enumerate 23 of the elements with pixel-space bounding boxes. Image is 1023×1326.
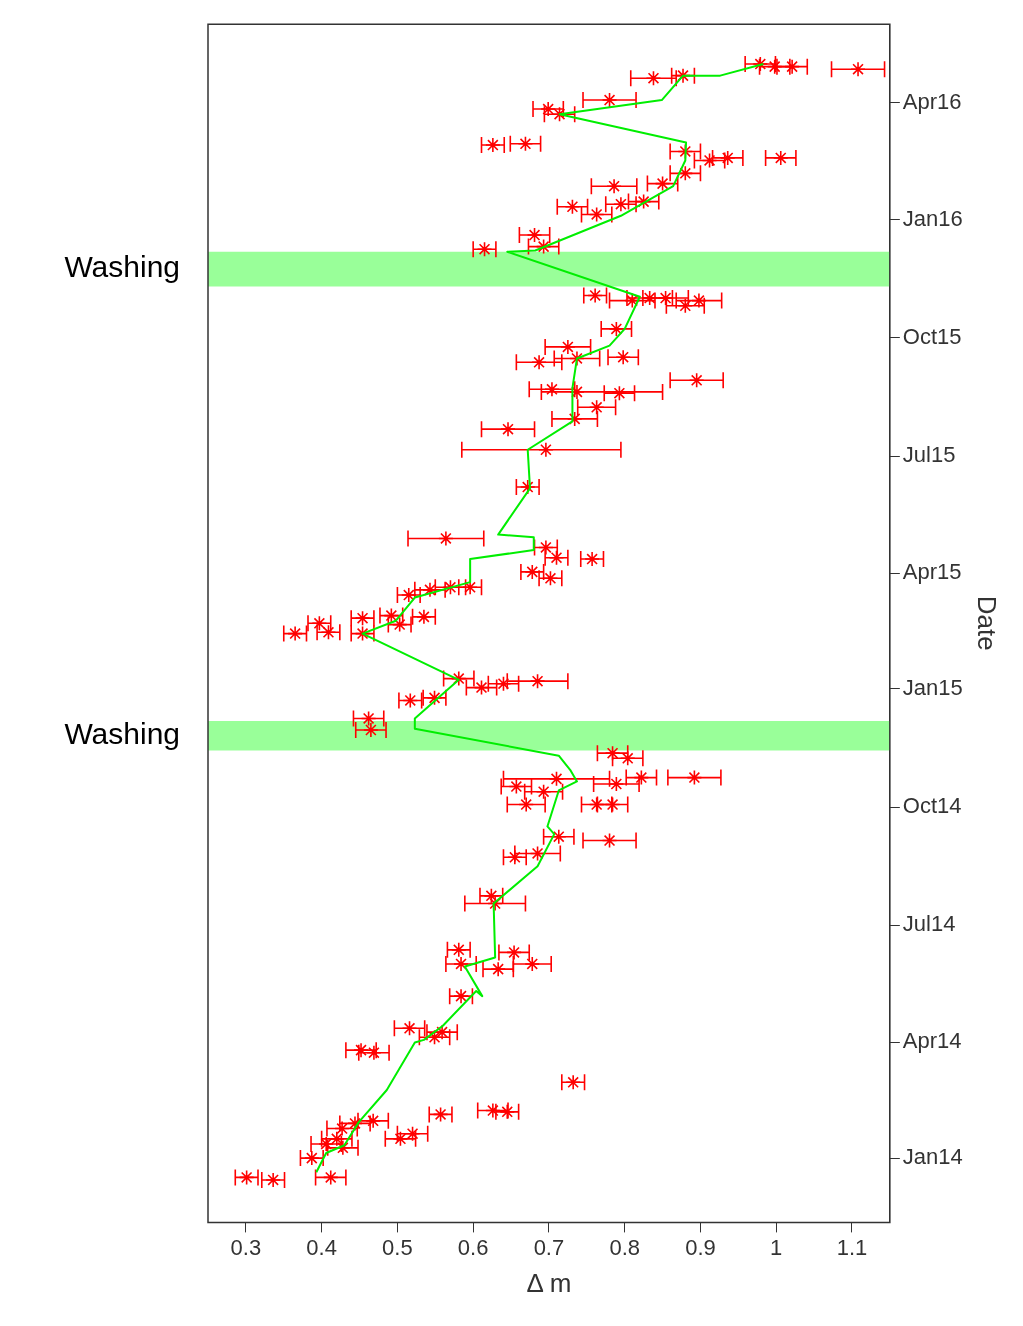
x-axis-title: Δ m [526, 1267, 572, 1298]
y-tick-label: Apr16 [902, 88, 962, 114]
x-tick-label: 1.1 [836, 1234, 868, 1260]
y-tick-label: Jul15 [902, 442, 956, 468]
band-label: Washing [64, 717, 180, 751]
x-tick-label: 1 [770, 1234, 783, 1260]
y-tick-label: Jul14 [902, 911, 956, 937]
x-tick-label: 0.8 [609, 1234, 640, 1260]
y-axis-title: Date [972, 595, 1003, 651]
x-tick-label: 0.6 [457, 1234, 489, 1260]
y-tick-label: Oct15 [902, 323, 962, 349]
y-tick-label: Apr14 [902, 1028, 962, 1054]
band-label: Washing [64, 250, 180, 284]
x-tick-label: 0.5 [382, 1234, 413, 1260]
x-tick-label: 0.4 [306, 1234, 337, 1260]
y-tick-label: Jan15 [902, 674, 963, 700]
y-tick-label: Oct14 [902, 793, 962, 819]
y-tick-label: Jan16 [902, 205, 963, 231]
y-tick-label: Jan14 [902, 1144, 963, 1170]
x-tick-label: 0.7 [533, 1234, 565, 1260]
y-tick-label: Apr15 [902, 559, 962, 585]
x-tick-label: 0.3 [230, 1234, 262, 1260]
x-tick-label: 0.9 [685, 1234, 716, 1260]
